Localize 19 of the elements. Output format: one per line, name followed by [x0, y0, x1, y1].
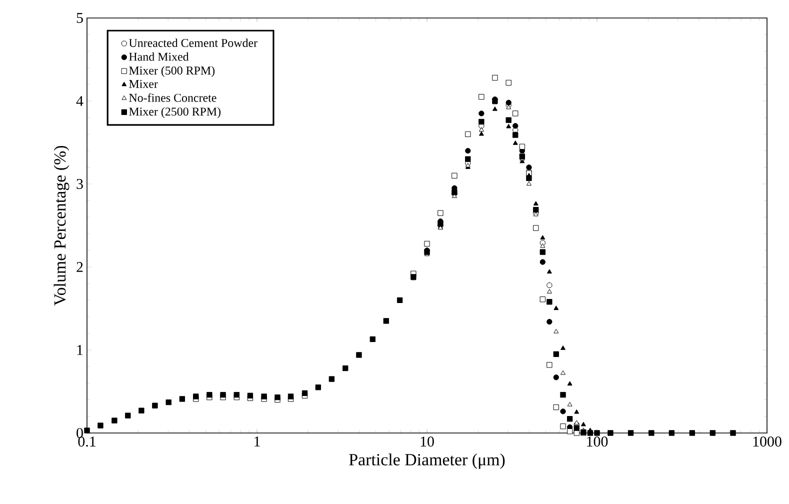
x-axis-title: Particle Diameter (μm) [349, 453, 505, 469]
y-tick-label: 2 [76, 262, 83, 272]
legend-label: No-fines Concrete [129, 93, 216, 102]
legend-label: Mixer (2500 RPM) [129, 107, 221, 118]
x-tick-label: 100 [587, 436, 608, 447]
y-tick-label: 3 [76, 178, 83, 190]
x-tick-label: 1000 [753, 436, 782, 447]
x-tick-label: 10 [420, 436, 434, 447]
legend-label: Hand Mixed [129, 52, 189, 61]
x-tick-label: 1 [254, 436, 260, 446]
y-tick-label: 1 [77, 345, 83, 355]
legend-label: Mixer [129, 80, 158, 88]
y-tick-label: 4 [76, 96, 84, 106]
legend-label: Unreacted Cement Powder [128, 38, 258, 48]
y-tick-label: 5 [76, 13, 83, 23]
x-tick-label: 0.1 [78, 436, 96, 447]
legend-label: Mixer (500 RPM) [129, 66, 215, 77]
y-axis-title: Volume Percentage (%) [54, 146, 70, 306]
y-tick-label: 0 [76, 428, 83, 438]
